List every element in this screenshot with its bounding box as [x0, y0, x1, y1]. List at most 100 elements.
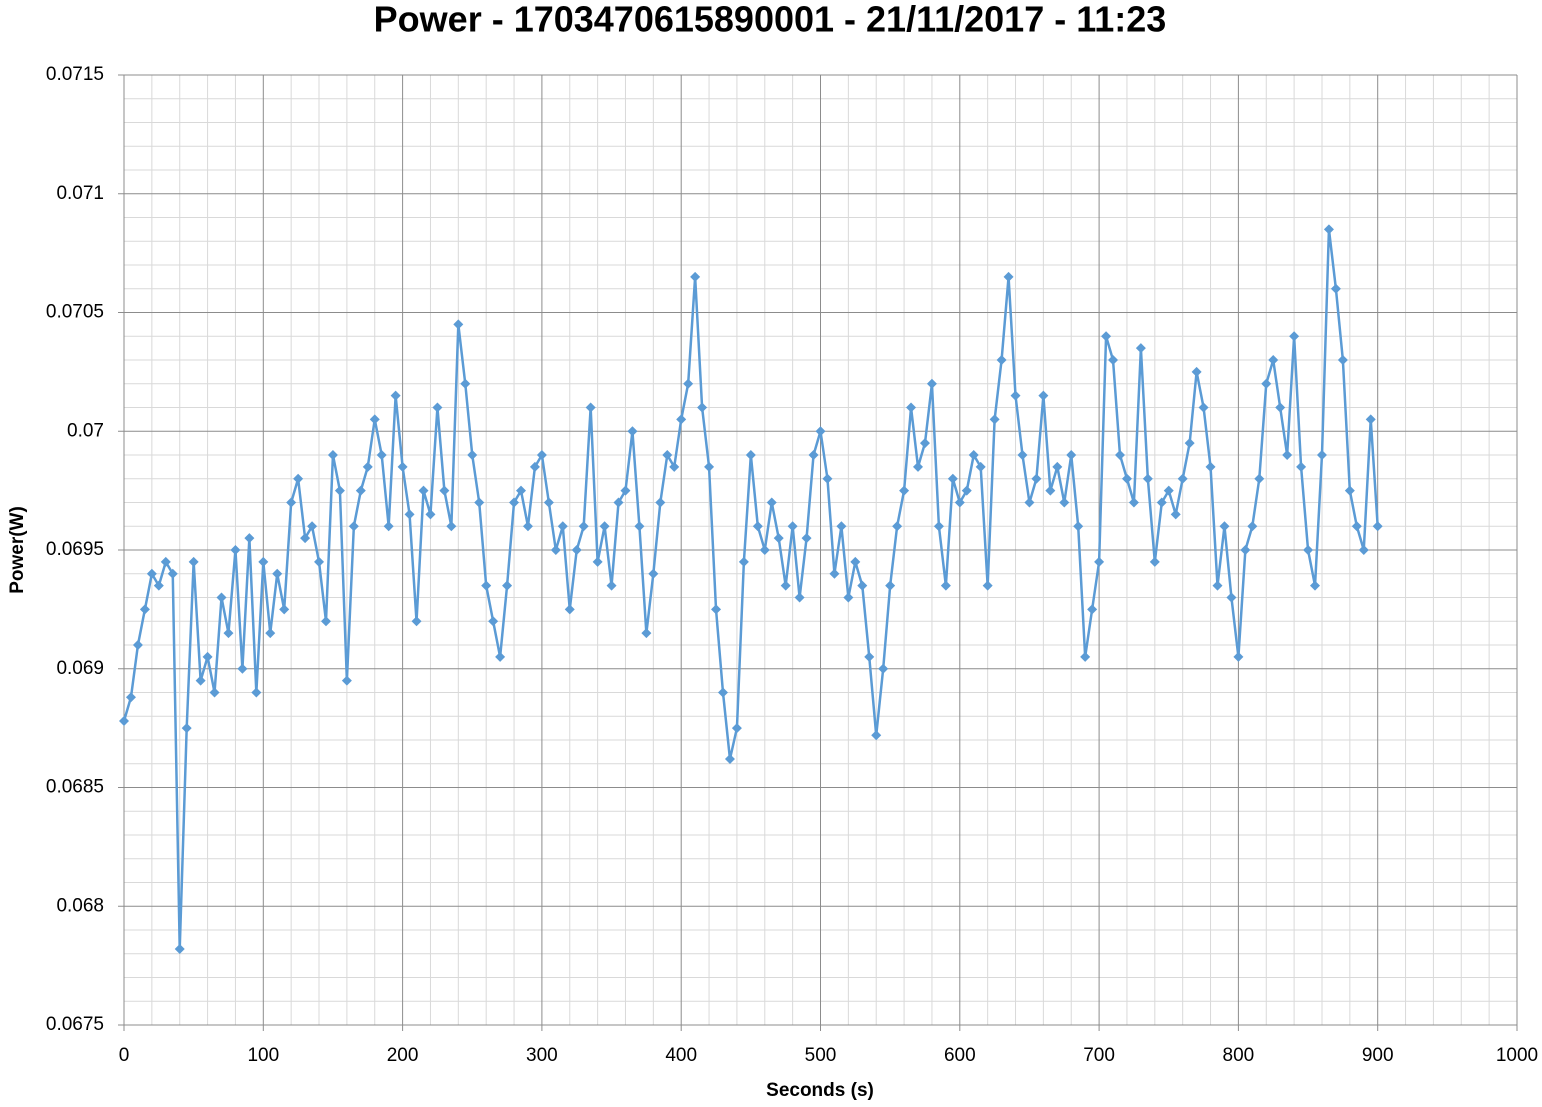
data-point [529, 461, 540, 472]
data-point [613, 497, 624, 508]
data-point [495, 651, 506, 662]
data-point [648, 568, 659, 579]
data-point [1282, 450, 1293, 460]
x-tick-label: 500 [805, 1045, 837, 1066]
grid: 0 100 200 300 400 500 600 700 800 900 1000 0.0675 0.… [46, 64, 1538, 1066]
data-point [188, 556, 199, 567]
data-point [1365, 414, 1376, 425]
data-point [864, 651, 875, 662]
data-point [906, 402, 917, 413]
data-point [780, 580, 791, 591]
data-point [1296, 461, 1307, 472]
data-point [1344, 485, 1355, 496]
data-point [1031, 473, 1042, 484]
data-point [1087, 604, 1098, 615]
data-point [1351, 521, 1362, 532]
data-point [954, 497, 965, 508]
x-tick-label: 1000 [1496, 1045, 1538, 1066]
y-tick-label: 0.069 [56, 658, 104, 679]
data-point [731, 723, 742, 734]
data-point [1052, 461, 1063, 472]
data-point [1219, 521, 1230, 532]
data-point [1247, 521, 1258, 532]
data-point [961, 485, 972, 496]
data-point [627, 426, 638, 437]
data-point [244, 533, 255, 544]
y-tick-label: 0.07 [67, 420, 104, 441]
data-point [641, 628, 652, 639]
data-point [766, 497, 777, 508]
x-tick-label: 200 [387, 1045, 419, 1066]
data-point [536, 450, 547, 460]
data-point [940, 580, 951, 591]
data-point [697, 402, 708, 413]
data-point [620, 485, 631, 496]
data-point [1226, 592, 1237, 603]
data-point [522, 521, 533, 532]
data-point [397, 461, 408, 472]
data-point [153, 580, 164, 591]
data-point [502, 580, 513, 591]
x-tick-label: 0 [119, 1045, 130, 1066]
data-point [453, 319, 464, 330]
data-point [272, 568, 283, 579]
data-point [251, 687, 262, 698]
data-point [1337, 355, 1348, 365]
data-point [1261, 378, 1272, 389]
data-point [1156, 497, 1167, 508]
y-tick-label: 0.0675 [46, 1014, 104, 1035]
data-point [369, 414, 380, 425]
data-point [550, 545, 561, 555]
data-point [634, 521, 645, 532]
data-point [404, 509, 415, 520]
data-point [425, 509, 436, 520]
data-point [1080, 651, 1091, 662]
data-point [223, 628, 234, 639]
data-point [1289, 331, 1300, 342]
data-point [119, 716, 129, 726]
data-point [1372, 521, 1383, 532]
data-point [871, 730, 882, 741]
data-point [1170, 509, 1181, 520]
data-point [1121, 473, 1132, 484]
data-point [1198, 402, 1209, 413]
data-point [202, 651, 213, 662]
data-point [376, 450, 387, 460]
data-point [919, 438, 930, 449]
data-point [327, 450, 338, 460]
data-point [1066, 450, 1077, 460]
data-point [968, 450, 979, 460]
data-point [362, 461, 373, 472]
data-point [585, 402, 596, 413]
plot [119, 224, 1383, 954]
data-point [724, 754, 735, 764]
data-point [411, 616, 422, 627]
y-tick-label: 0.068 [56, 895, 104, 916]
data-point [669, 461, 680, 472]
data-point [474, 497, 485, 508]
data-point [1316, 450, 1327, 460]
data-point [481, 580, 492, 591]
data-point [690, 271, 701, 282]
data-point [787, 521, 798, 532]
data-point [1323, 224, 1334, 235]
data-point [181, 723, 192, 734]
x-axis-title: Seconds (s) [766, 1080, 874, 1101]
data-point [1038, 390, 1049, 401]
data-point [1142, 473, 1153, 484]
y-tick-label: 0.0715 [46, 64, 104, 85]
data-point [320, 616, 331, 627]
data-point [745, 450, 756, 460]
data-point [1275, 402, 1286, 413]
data-point [1177, 473, 1188, 484]
data-point [557, 521, 568, 532]
data-point [195, 675, 206, 686]
data-point [578, 521, 589, 532]
data-point [1163, 485, 1174, 496]
data-point [683, 378, 694, 389]
data-point [167, 568, 178, 579]
data-point [1310, 580, 1321, 591]
data-point [265, 628, 276, 639]
data-point [717, 687, 728, 698]
data-point [174, 944, 185, 954]
